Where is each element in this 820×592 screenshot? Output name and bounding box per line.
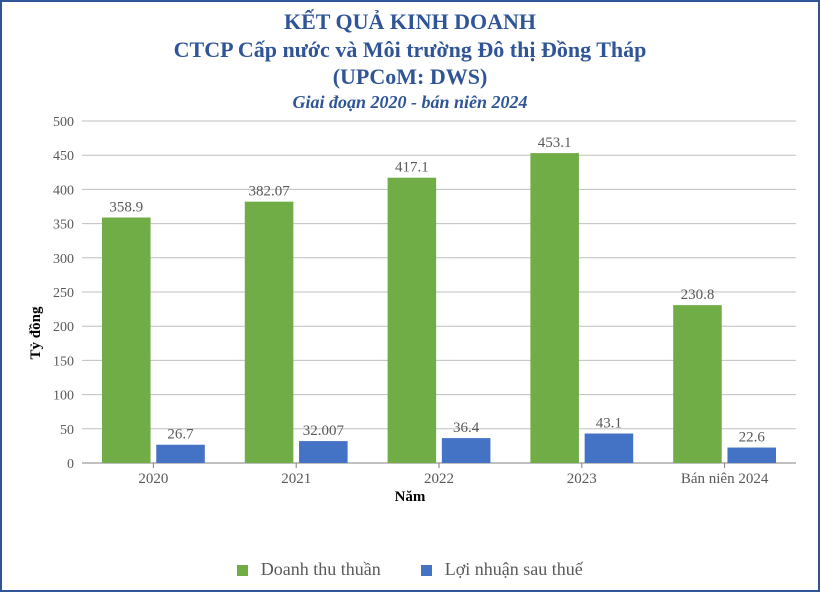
svg-text:400: 400 [53, 183, 74, 198]
svg-text:2021: 2021 [281, 471, 311, 487]
svg-text:50: 50 [60, 423, 74, 438]
bar-series-b [727, 448, 776, 463]
bar-series-a [102, 218, 151, 463]
svg-text:22.6: 22.6 [739, 430, 766, 446]
svg-text:100: 100 [53, 389, 74, 404]
svg-text:358.9: 358.9 [109, 200, 143, 216]
svg-text:350: 350 [53, 218, 74, 233]
bar-chart: 0 50 100 150 200 250 300 350 400 450 500 358.9 26.7 2… [12, 115, 808, 487]
bar-series-a [388, 178, 437, 463]
svg-text:500: 500 [53, 115, 74, 130]
y-axis-label: Tỷ đồng [28, 307, 45, 360]
svg-text:300: 300 [53, 252, 74, 267]
subtitle: Giai đoạn 2020 - bán niên 2024 [2, 91, 818, 114]
svg-text:150: 150 [53, 354, 74, 369]
x-axis-label: Năm [12, 489, 808, 506]
svg-text:43.1: 43.1 [596, 416, 622, 432]
svg-text:26.7: 26.7 [167, 427, 194, 443]
svg-text:250: 250 [53, 286, 74, 301]
svg-text:36.4: 36.4 [453, 420, 480, 436]
bar-series-a [530, 153, 579, 463]
svg-text:382.07: 382.07 [248, 184, 290, 200]
svg-text:2022: 2022 [424, 471, 454, 487]
bar-series-a [245, 202, 294, 463]
legend-swatch-a [237, 565, 248, 576]
svg-text:417.1: 417.1 [395, 160, 429, 176]
bar-series-a [673, 305, 722, 463]
svg-text:Bán niên 2024: Bán niên 2024 [681, 471, 769, 487]
legend-label-b: Lợi nhuận sau thuế [445, 559, 583, 579]
chart-titles: KẾT QUẢ KINH DOANH CTCP Cấp nước và Môi … [2, 2, 818, 113]
svg-text:450: 450 [53, 149, 74, 164]
title-line-2: CTCP Cấp nước và Môi trường Đô thị Đồng … [2, 36, 818, 64]
bar-series-b [299, 441, 348, 463]
svg-text:200: 200 [53, 320, 74, 335]
legend-item-a: Doanh thu thuần [237, 559, 380, 580]
legend-item-b: Lợi nhuận sau thuế [421, 559, 583, 580]
svg-text:2023: 2023 [567, 471, 597, 487]
svg-text:32.007: 32.007 [303, 423, 345, 439]
svg-text:453.1: 453.1 [538, 135, 572, 151]
bar-series-b [585, 434, 634, 463]
title-line-3: (UPCoM: DWS) [2, 63, 818, 91]
legend-swatch-b [421, 565, 432, 576]
svg-text:0: 0 [67, 457, 74, 472]
svg-text:2020: 2020 [138, 471, 168, 487]
bar-series-b [156, 445, 205, 463]
svg-text:230.8: 230.8 [681, 287, 715, 303]
plot-area: Tỷ đồng 0 50 100 150 200 250 300 350 400 450 500 35… [12, 115, 808, 551]
bar-series-b [442, 438, 491, 463]
legend-label-a: Doanh thu thuần [261, 559, 381, 579]
title-line-1: KẾT QUẢ KINH DOANH [2, 8, 818, 36]
legend: Doanh thu thuần Lợi nhuận sau thuế [2, 551, 818, 590]
